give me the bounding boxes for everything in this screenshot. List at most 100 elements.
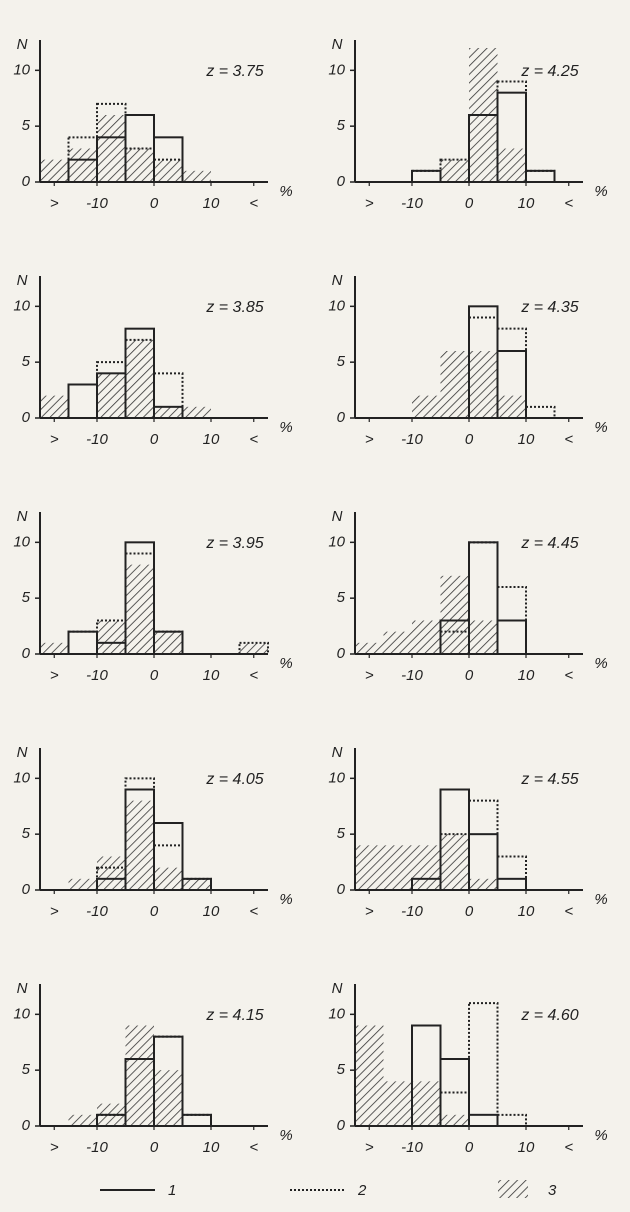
y-tick-label: 10 (13, 1005, 30, 1022)
x-axis-label: % (594, 183, 607, 200)
x-tick-label: < (564, 1139, 573, 1156)
x-tick-label: -10 (86, 667, 108, 684)
x-tick-label: 0 (150, 667, 159, 684)
y-tick-label: 10 (328, 769, 345, 786)
bar (125, 148, 154, 182)
y-tick-label: 10 (13, 297, 30, 314)
x-tick-label: > (365, 195, 374, 212)
y-tick-label: 0 (22, 1117, 31, 1134)
bar (469, 351, 498, 418)
y-tick-label: 10 (13, 61, 30, 78)
bar (67, 630, 98, 656)
x-tick-label: -10 (401, 667, 423, 684)
x-tick-label: > (50, 667, 59, 684)
x-tick-label: 0 (150, 1139, 159, 1156)
y-axis-label: N (17, 36, 28, 53)
y-tick-label: 5 (22, 353, 31, 370)
x-tick-label: -10 (401, 903, 423, 920)
y-tick-label: 10 (328, 61, 345, 78)
y-tick-label: 0 (337, 881, 346, 898)
x-tick-label: > (365, 431, 374, 448)
chart-title: z = 4.45 (520, 535, 578, 552)
x-tick-label: > (50, 1139, 59, 1156)
chart-title: z = 4.55 (520, 771, 578, 788)
bar (40, 395, 69, 418)
bar (97, 115, 126, 182)
bar (440, 575, 469, 654)
x-tick-label: 10 (203, 431, 220, 448)
y-tick-label: 5 (337, 825, 346, 842)
y-axis-label: N (332, 744, 343, 761)
chart-title: z = 4.60 (520, 1007, 578, 1024)
bar (496, 855, 527, 891)
y-tick-label: 5 (22, 589, 31, 606)
x-tick-label: > (50, 431, 59, 448)
x-tick-label: < (564, 431, 573, 448)
x-axis-label: % (594, 1127, 607, 1144)
y-tick-label: 0 (337, 409, 346, 426)
bar (125, 1025, 154, 1126)
x-tick-label: < (249, 667, 258, 684)
bar (154, 867, 183, 890)
bar (469, 878, 498, 890)
bar (97, 373, 126, 418)
y-tick-label: 10 (328, 297, 345, 314)
x-tick-label: 0 (465, 667, 474, 684)
y-axis-label: N (332, 36, 343, 53)
bar (469, 620, 498, 654)
x-tick-label: -10 (401, 1139, 423, 1156)
x-tick-label: -10 (86, 195, 108, 212)
bar (355, 845, 384, 890)
x-tick-label: -10 (401, 431, 423, 448)
y-tick-label: 5 (337, 1061, 346, 1078)
bar (411, 169, 442, 183)
chart-title: z = 4.15 (205, 1007, 263, 1024)
legend-swatch (498, 1180, 528, 1198)
y-axis-label: N (332, 508, 343, 525)
x-tick-label: < (249, 431, 258, 448)
bar (497, 148, 526, 182)
y-tick-label: 10 (13, 769, 30, 786)
x-axis-label: % (279, 183, 292, 200)
bar (411, 169, 442, 183)
bar (125, 800, 154, 890)
bar (497, 395, 526, 418)
x-tick-label: 0 (150, 431, 159, 448)
x-tick-label: > (365, 903, 374, 920)
bar (412, 395, 441, 418)
bar (355, 642, 384, 654)
chart-title: z = 3.85 (205, 299, 263, 316)
x-tick-label: 0 (150, 195, 159, 212)
x-axis-label: % (594, 419, 607, 436)
bar (40, 642, 69, 654)
bar (67, 630, 98, 656)
x-tick-label: 0 (465, 903, 474, 920)
bar (440, 351, 469, 418)
bar (97, 856, 126, 890)
y-tick-label: 5 (22, 117, 31, 134)
x-tick-label: 10 (203, 667, 220, 684)
x-tick-label: -10 (86, 1139, 108, 1156)
x-axis-label: % (279, 419, 292, 436)
bar (412, 845, 441, 890)
bar (124, 777, 155, 891)
y-tick-label: 0 (337, 1117, 346, 1134)
bar (440, 1114, 469, 1126)
y-tick-label: 5 (22, 825, 31, 842)
x-tick-label: 10 (518, 903, 535, 920)
legend-label: 1 (168, 1182, 176, 1199)
bar (97, 620, 126, 654)
bar (182, 878, 211, 890)
y-axis-label: N (17, 508, 28, 525)
bar (496, 1113, 527, 1128)
chart-title: z = 4.25 (520, 63, 578, 80)
x-tick-label: < (564, 195, 573, 212)
y-axis-label: N (17, 272, 28, 289)
bar (525, 169, 556, 183)
bar (40, 159, 69, 182)
bar (154, 631, 183, 654)
bar (68, 878, 97, 890)
y-tick-label: 10 (328, 1005, 345, 1022)
chart-title: z = 4.35 (520, 299, 578, 316)
y-tick-label: 10 (328, 533, 345, 550)
